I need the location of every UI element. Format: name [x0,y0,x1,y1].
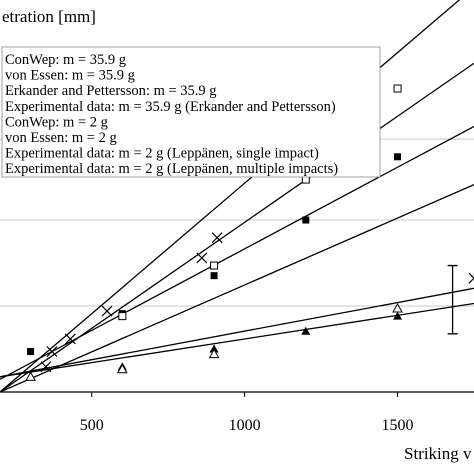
point-open-triangle-2 [208,348,220,359]
legend-entry-0: ConWep: m = 35.9 g [5,52,126,68]
point-open-triangle-1 [116,363,128,374]
legend-entry-4: ConWep: m = 2 g [5,114,108,130]
point-filled-square-3 [302,216,310,224]
point-filled-square-4 [394,153,402,161]
x-axis-title: Striking v [404,444,472,463]
point-open-square-0 [118,312,127,321]
x-tick-labels: 500 1000 1500 [80,392,414,434]
x-tick-label-1000: 1000 [229,417,261,434]
y-axis-title: etration [mm] [2,7,96,26]
marker-layer [25,84,474,381]
series-line-3 [0,184,474,392]
legend-entry-7: Experimental data: m = 2 g (Leppänen, mu… [5,161,338,177]
point-filled-square-0 [27,348,35,356]
point-filled-triangle-4 [393,311,403,320]
x-tick-label-500: 500 [80,417,104,434]
point-filled-triangle-2 [209,344,219,353]
point-filled-triangle-3 [301,326,311,335]
series-line-2 [0,125,474,380]
legend-entry-3: Experimental data: m = 35.9 g (Erkander … [5,99,336,115]
series-line-4 [0,302,474,378]
point-open-square-3 [393,84,402,93]
point-cross-0 [40,361,52,373]
legend-entry-1: von Essen: m = 35.9 g [5,68,135,84]
point-cross-3 [101,305,113,317]
error-bar-0 [447,264,458,335]
legend-entry-6: Experimental data: m = 2 g (Leppänen, si… [5,146,319,162]
x-tick-label-1500: 1500 [382,417,414,434]
series-line-1 [0,0,461,392]
series-layer [0,0,474,392]
point-cross-2 [64,333,76,345]
point-open-square-1 [210,261,219,270]
point-cross-9 [468,272,474,284]
point-filled-square-2 [210,272,218,280]
point-open-triangle-3 [392,303,403,313]
point-cross-1 [46,346,58,357]
legend-box [1,46,381,178]
legend-entry-2: Erkander and Pettersson: m = 35.9 g [5,83,217,99]
point-cross-5 [211,232,223,244]
series-line-5 [0,287,474,378]
legend-entry-5: von Essen: m = 2 g [5,130,117,146]
point-cross-4 [196,252,208,264]
point-open-triangle-0 [25,371,36,381]
